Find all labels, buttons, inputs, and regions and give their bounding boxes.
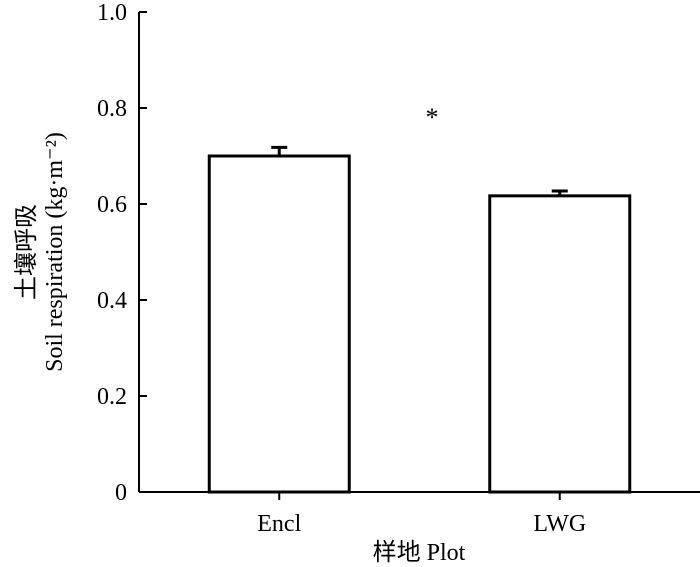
y-tick-label: 0.6 <box>97 192 127 218</box>
y-ticks: 0 0.2 0.4 0.6 0.8 1.0 <box>97 0 147 506</box>
y-tick-label: 0 <box>115 480 127 506</box>
significance-star: * <box>426 103 439 132</box>
bar <box>207 154 351 494</box>
y-tick-label: 0.4 <box>97 288 127 314</box>
x-axis-title: 样地 Plot <box>373 539 466 566</box>
y-tick-label: 0.2 <box>97 384 127 410</box>
y-tick-label: 1.0 <box>97 0 127 26</box>
bars <box>207 145 632 494</box>
x-category-label: LWG <box>533 511 586 537</box>
x-category-labels: Encl LWG <box>257 492 586 537</box>
y-tick-label: 0.8 <box>97 96 127 122</box>
y-axis-title-english: Soil respiration (kg·m⁻²) <box>42 132 68 372</box>
y-axis-title-chinese: 土壤呼吸 <box>13 204 40 300</box>
bar <box>488 194 632 494</box>
x-category-label: Encl <box>257 511 301 537</box>
